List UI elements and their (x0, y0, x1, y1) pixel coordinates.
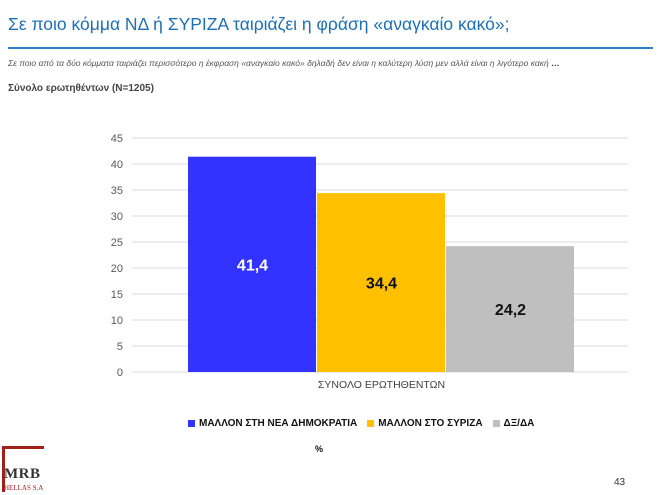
title-divider (8, 47, 653, 49)
data-label: 41,4 (237, 257, 268, 274)
logo-side-rule (2, 446, 5, 492)
legend-swatch (367, 420, 375, 427)
bar-1 (188, 156, 316, 372)
page-number: 43 (614, 477, 626, 488)
question-text: Σε ποιο από τα δύο κόμματα ταιριάζει περ… (8, 57, 618, 70)
question-ellipsis: … (551, 58, 560, 68)
unit-label: % (315, 444, 324, 454)
sample-base: Σύνολο ερωτηθέντων (N=1205) (8, 83, 154, 94)
y-tick-label: 0 (117, 367, 123, 379)
y-tick-label: 10 (111, 315, 123, 327)
y-tick-label: 15 (111, 289, 123, 301)
data-label: 34,4 (366, 276, 397, 293)
y-tick-label: 5 (117, 341, 123, 353)
y-tick-label: 20 (111, 263, 123, 275)
y-tick-label: 35 (111, 185, 123, 197)
legend-label: ΔΞ/ΔΑ (503, 418, 535, 429)
logo-wordmark: MRB (4, 466, 41, 482)
y-tick-label: 45 (111, 133, 123, 145)
legend-label: ΜΑΛΛΟΝ ΣΤΗ ΝΕΑ ΔΗΜΟΚΡΑΤΙΑ (199, 418, 358, 429)
y-tick-label: 30 (111, 211, 123, 223)
bar-3 (446, 246, 574, 372)
legend-swatch (188, 420, 195, 427)
mrb-logo: MRB HELLAS S.A (2, 446, 46, 492)
legend-item: ΔΞ/ΔΑ (492, 418, 535, 429)
legend-swatch (492, 420, 500, 427)
question-body: Σε ποιο από τα δύο κόμματα ταιριάζει περ… (8, 58, 549, 68)
legend-item: ΜΑΛΛΟΝ ΣΤΟ ΣΥΡΙΖΑ (367, 418, 483, 429)
logo-subtitle: HELLAS S.A (4, 484, 44, 492)
x-category-label: ΣΥΝΟΛΟ ΕΡΩΤΗΘΕΝΤΩΝ (318, 379, 445, 391)
y-tick-label: 25 (111, 237, 123, 249)
legend-label: ΜΑΛΛΟΝ ΣΤΟ ΣΥΡΙΖΑ (378, 418, 483, 429)
page-title: Σε ποιο κόμμα ΝΔ ή ΣΥΡΙΖΑ ταιριάζει η φρ… (8, 14, 510, 34)
bar-2 (317, 193, 445, 372)
logo-top-rule (2, 446, 44, 449)
data-label: 24,2 (495, 302, 526, 319)
chart-legend: ΜΑΛΛΟΝ ΣΤΗ ΝΕΑ ΔΗΜΟΚΡΑΤΙΑ ΜΑΛΛΟΝ ΣΤΟ ΣΥΡΙ… (188, 418, 544, 429)
y-tick-label: 40 (111, 159, 123, 171)
legend-item: ΜΑΛΛΟΝ ΣΤΗ ΝΕΑ ΔΗΜΟΚΡΑΤΙΑ (188, 418, 357, 429)
